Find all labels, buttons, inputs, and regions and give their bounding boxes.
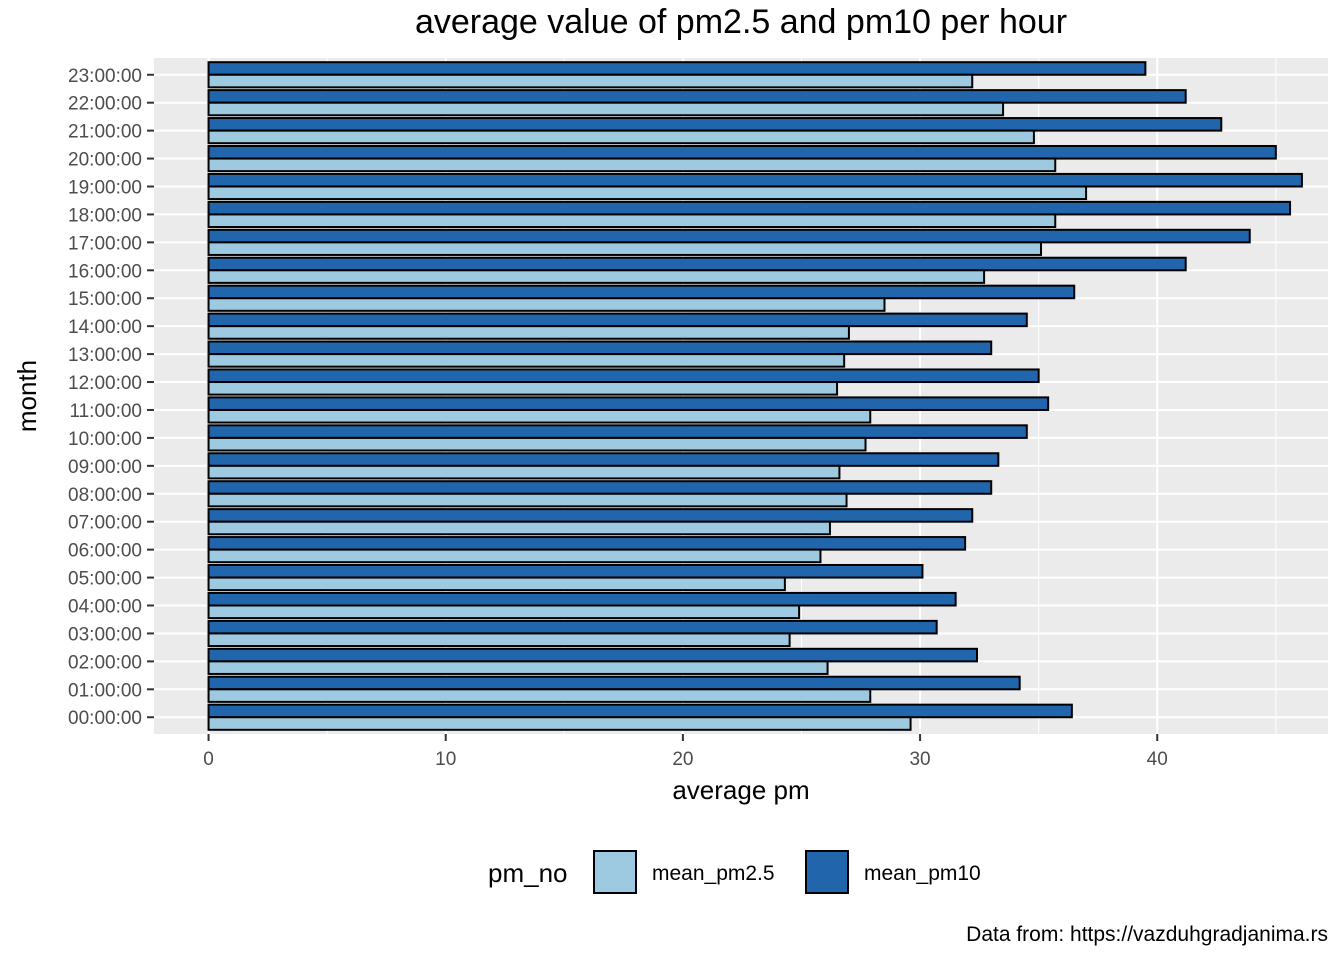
bar-pm25 [207, 269, 986, 284]
bar-pm10 [207, 117, 1223, 132]
legend-swatch-pm25 [593, 850, 637, 894]
bar-pm10 [207, 340, 993, 356]
bar-pm25 [207, 632, 791, 648]
bar-pm10 [207, 508, 974, 523]
y-tick-label: 21:00:00 [68, 122, 142, 143]
bar-pm10 [207, 396, 1050, 411]
bars [207, 61, 1303, 731]
bar-pm25 [207, 101, 1005, 117]
y-tick-label: 11:00:00 [69, 401, 142, 422]
x-tick-label: 20 [672, 749, 693, 770]
legend-label-pm10: mean_pm10 [864, 862, 981, 885]
y-tick-label: 02:00:00 [68, 652, 142, 673]
bar-pm25 [207, 297, 886, 312]
y-tick-label: 15:00:00 [68, 289, 142, 310]
bar-pm10 [207, 619, 938, 635]
bar-pm25 [207, 492, 848, 508]
bar-pm25 [207, 381, 839, 396]
y-tick-label: 12:00:00 [68, 373, 142, 394]
y-tick-label: 03:00:00 [68, 624, 142, 645]
bar-pm10 [207, 312, 1028, 328]
y-tick-label: 10:00:00 [68, 429, 142, 450]
y-tick-label: 14:00:00 [68, 317, 142, 338]
bar-pm25 [207, 73, 974, 89]
y-tick-label: 04:00:00 [68, 597, 142, 618]
y-tick-label: 08:00:00 [68, 485, 142, 506]
bar-pm10 [207, 172, 1303, 188]
bar-pm10 [207, 228, 1251, 244]
bar-pm25 [207, 408, 872, 424]
bar-pm25 [207, 548, 822, 564]
x-tick-label: 30 [909, 749, 930, 770]
bar-pm10 [207, 200, 1292, 216]
x-tick-label: 40 [1147, 749, 1168, 770]
bar-pm25 [207, 576, 786, 592]
bar-pm25 [207, 325, 850, 340]
bar-pm25 [207, 157, 1057, 173]
y-axis-ticks: 00:00:00 01:00:00 02:00:00 03:00:00 04:00:00… [68, 66, 154, 729]
x-axis-title: average pm [672, 775, 809, 805]
bar-pm10 [207, 647, 978, 663]
bar-pm10 [207, 452, 1000, 467]
y-tick-label: 18:00:00 [68, 205, 142, 226]
bar-pm10 [207, 536, 967, 551]
x-tick-label: 0 [203, 749, 214, 770]
y-tick-label: 01:00:00 [68, 680, 142, 701]
bar-pm10 [207, 480, 993, 495]
chart-title: average value of pm2.5 and pm10 per hour [415, 3, 1067, 41]
legend-swatch-pm10 [805, 850, 849, 894]
bar-pm10 [207, 591, 957, 607]
legend-title: pm_no [488, 858, 568, 888]
bar-pm10 [207, 144, 1277, 160]
bar-pm25 [207, 716, 912, 731]
bar-pm10 [207, 424, 1028, 439]
bar-pm25 [207, 213, 1057, 228]
y-tick-label: 20:00:00 [68, 150, 142, 171]
x-tick-label: 10 [435, 749, 456, 770]
bar-pm25 [207, 185, 1088, 201]
bar-pm25 [207, 688, 872, 703]
bar-pm25 [207, 129, 1035, 145]
y-tick-label: 06:00:00 [68, 541, 142, 562]
y-tick-label: 07:00:00 [68, 513, 142, 534]
bar-pm10 [207, 703, 1073, 719]
caption: Data from: https://vazduhgradjanima.rs [966, 923, 1328, 946]
legend-label-pm25: mean_pm2.5 [652, 862, 775, 885]
bar-pm10 [207, 564, 924, 579]
bar-pm25 [207, 241, 1043, 256]
bar-pm10 [207, 284, 1076, 300]
bar-pm25 [207, 660, 829, 675]
y-tick-label: 17:00:00 [68, 233, 142, 254]
bar-pm25 [207, 436, 867, 452]
y-tick-label: 19:00:00 [68, 177, 142, 198]
y-tick-label: 13:00:00 [68, 345, 142, 366]
bar-pm25 [207, 353, 846, 368]
bar-pm10 [207, 368, 1040, 384]
bar-pm25 [207, 604, 801, 620]
bar-pm10 [207, 256, 1187, 272]
y-tick-label: 16:00:00 [68, 261, 142, 282]
bar-pm25 [207, 464, 841, 480]
x-axis-ticks: 0 10 20 30 40 [203, 734, 1168, 770]
legend: pm_no mean_pm2.5 mean_pm10 [488, 850, 981, 894]
bar-pm10 [207, 61, 1147, 76]
y-tick-label: 05:00:00 [68, 569, 142, 590]
y-tick-label: 00:00:00 [68, 708, 142, 729]
bar-pm25 [207, 520, 831, 536]
y-axis-title: month [12, 360, 42, 432]
y-tick-label: 09:00:00 [68, 457, 142, 478]
y-tick-label: 22:00:00 [68, 94, 142, 115]
bar-pm10 [207, 675, 1021, 691]
bar-pm10 [207, 89, 1187, 104]
y-tick-label: 23:00:00 [68, 66, 142, 87]
